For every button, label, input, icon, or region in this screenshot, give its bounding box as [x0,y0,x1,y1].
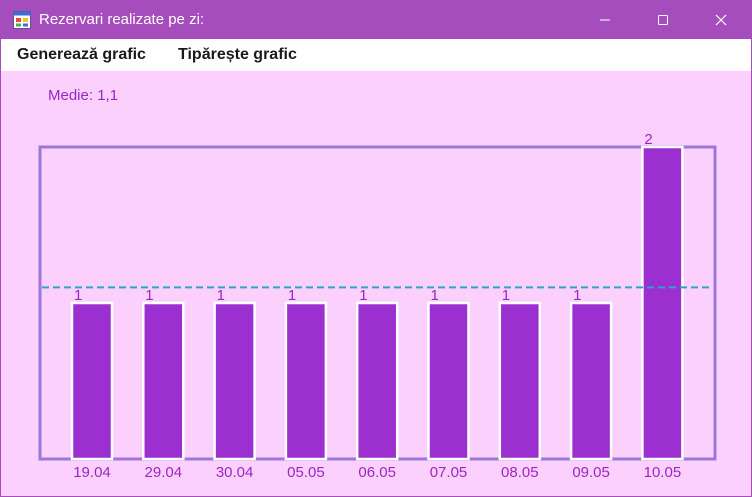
bar-10.05 [641,145,684,461]
bar-19.04 [70,301,114,461]
category-label: 29.04 [145,464,183,481]
bar-value-label: 1 [573,287,581,304]
category-label: 07.05 [430,464,468,481]
bar-value-label: 1 [74,287,82,304]
bar-value-label: 1 [359,287,367,304]
bar-value-label: 1 [502,287,510,304]
category-label: 10.05 [644,464,682,481]
category-label: 08.05 [501,464,539,481]
category-label: 30.04 [216,464,254,481]
minimize-icon [600,19,610,21]
bar-value-label: 1 [288,287,296,304]
bars-group [70,145,684,461]
close-button[interactable] [692,1,750,39]
title-bar[interactable]: Rezervari realizate pe zi: [1,1,751,39]
bar-09.05 [569,301,613,461]
bar-29.04 [142,301,185,461]
category-label: 09.05 [572,464,610,481]
bar-08.05 [498,301,542,461]
menu-print-chart[interactable]: Tipărește grafic [178,46,297,63]
bar-value-label: 1 [217,287,225,304]
bar-07.05 [427,301,470,461]
bar-05.05 [284,301,328,461]
bar-30.04 [213,301,256,461]
category-label: 05.05 [287,464,325,481]
bar-value-label: 1 [145,287,153,304]
bar-06.05 [355,301,399,461]
maximize-button[interactable] [634,1,692,39]
average-label: Medie: 1,1 [48,87,119,104]
category-label: 06.05 [358,464,396,481]
menu-bar: Generează grafic Tipărește grafic [1,39,751,71]
bar-value-label: 1 [431,287,439,304]
windows-form-icon[interactable] [13,11,31,29]
category-label: 19.04 [73,464,111,481]
minimize-button[interactable] [576,1,634,39]
window-title: Rezervari realizate pe zi: [39,11,205,28]
maximize-icon [658,15,668,25]
bar-value-label: 2 [644,131,652,148]
menu-generate-chart[interactable]: Generează grafic [17,46,146,63]
labels-group: 1 19.04 1 29.04 1 30.04 1 05.05 1 06.05 1 07.05 1 08.… [73,131,681,481]
close-icon [715,14,727,26]
